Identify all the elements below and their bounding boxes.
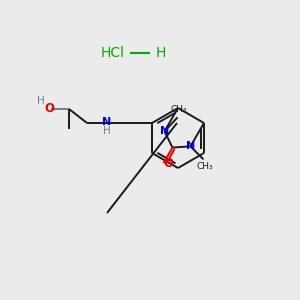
Text: O: O xyxy=(44,101,54,115)
Text: H: H xyxy=(103,126,111,136)
Text: N: N xyxy=(102,117,112,127)
Text: HCl: HCl xyxy=(101,46,125,60)
Text: H: H xyxy=(37,96,45,106)
Text: N: N xyxy=(160,126,169,136)
Text: CH₃: CH₃ xyxy=(196,162,213,171)
Text: O: O xyxy=(164,157,173,169)
Text: N: N xyxy=(186,141,195,152)
Text: CH₃: CH₃ xyxy=(170,105,187,114)
Text: H: H xyxy=(156,46,166,60)
